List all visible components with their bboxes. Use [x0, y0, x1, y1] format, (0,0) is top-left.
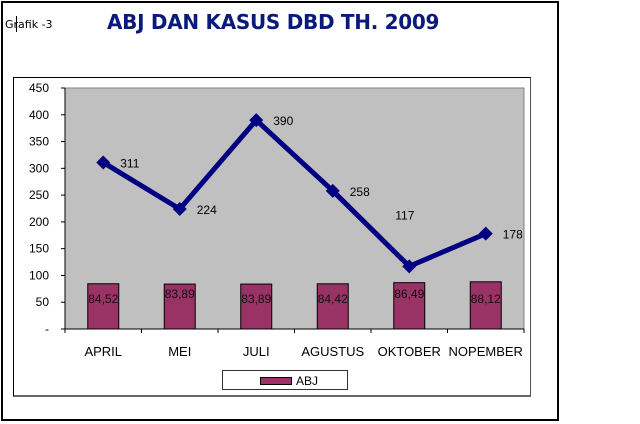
y-tick-label: -	[45, 322, 49, 336]
legend-label-abj: ABJ	[296, 374, 319, 388]
y-tick-label: 200	[29, 215, 49, 229]
y-tick-label: 300	[29, 161, 49, 175]
bar-value-label: 83,89	[241, 292, 271, 306]
line-marker-diamond	[172, 202, 187, 217]
y-tick-label: 350	[29, 135, 49, 149]
text-cursor	[16, 16, 17, 32]
line-value-label: 117	[395, 208, 414, 222]
bar-value-label: 88,12	[471, 292, 501, 306]
x-category-label: NOPEMBER	[449, 344, 523, 359]
y-tick-label: 50	[36, 295, 50, 309]
legend[interactable]: ABJ	[222, 370, 348, 390]
line-value-label: 224	[197, 203, 217, 217]
line-marker-diamond	[325, 183, 340, 198]
line-marker-diamond	[478, 226, 493, 241]
line-marker-diamond	[96, 155, 111, 170]
x-category-label: AGUSTUS	[301, 344, 364, 359]
legend-swatch-abj	[260, 377, 292, 385]
line-kasus-dbd	[101, 117, 487, 269]
bar-abj-mei	[163, 283, 196, 330]
bar-abj-april	[87, 283, 120, 330]
line-value-label: 311	[120, 156, 139, 170]
line-value-label: 178	[503, 228, 523, 242]
bar-abj-oktober	[393, 282, 426, 330]
bar-value-label: 84,52	[88, 292, 118, 306]
y-tick-label: 150	[29, 242, 49, 256]
chart-title: ABJ DAN KASUS DBD TH. 2009	[107, 10, 440, 34]
bar-abj-agustus	[316, 283, 349, 330]
line-value-label: 258	[350, 185, 370, 199]
line-marker-diamond	[249, 113, 264, 128]
plot-area	[64, 87, 525, 330]
x-category-label: JULI	[243, 344, 270, 359]
bar-abj-nopember	[469, 281, 502, 330]
y-tick-label: 450	[29, 81, 49, 95]
x-category-label: OKTOBER	[378, 344, 441, 359]
y-tick-label: 100	[29, 268, 49, 282]
y-tick-label: 250	[29, 188, 49, 202]
bar-value-label: 83,89	[165, 287, 195, 301]
x-category-label: APRIL	[84, 344, 122, 359]
y-tick-label: 400	[29, 108, 49, 122]
bar-abj-juli	[240, 283, 273, 330]
line-value-label: 390	[273, 114, 293, 128]
bar-value-label: 86,49	[394, 287, 424, 301]
line-marker-diamond	[402, 259, 417, 274]
x-category-label: MEI	[168, 344, 191, 359]
bar-value-label: 84,42	[318, 292, 348, 306]
